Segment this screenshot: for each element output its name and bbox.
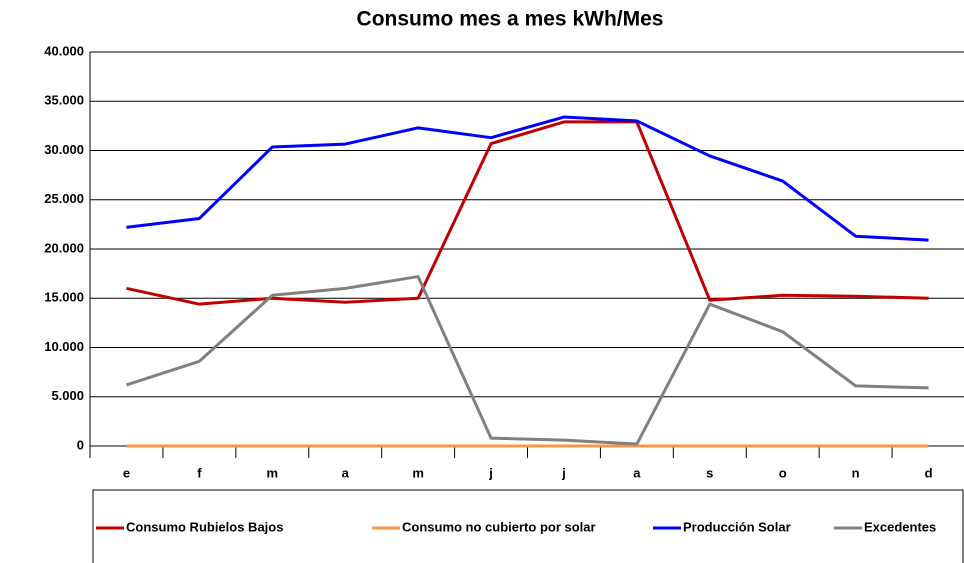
legend-label: Producción Solar	[683, 519, 791, 534]
y-tick-label: 30.000	[44, 142, 84, 157]
legend-label: Consumo no cubierto por solar	[402, 519, 596, 534]
x-tick-label: a	[342, 465, 350, 480]
series-line	[125, 275, 929, 446]
x-tick-label: m	[267, 465, 279, 480]
x-tick-label: s	[706, 465, 713, 480]
x-tick-label: m	[412, 465, 424, 480]
chart-title: Consumo mes a mes kWh/Mes	[357, 8, 664, 31]
x-tick-label: a	[633, 465, 641, 480]
y-tick-label: 10.000	[44, 339, 84, 354]
x-tick-label: j	[561, 465, 566, 480]
legend-label: Consumo Rubielos Bajos	[126, 519, 283, 534]
x-tick-label: f	[197, 465, 202, 480]
y-tick-label: 35.000	[44, 93, 84, 108]
x-tick-label: o	[779, 465, 787, 480]
x-tick-label: n	[852, 465, 860, 480]
y-tick-label: 15.000	[44, 290, 84, 305]
y-tick-label: 40.000	[44, 43, 84, 58]
series-line	[126, 115, 929, 242]
series-line	[126, 120, 929, 306]
y-tick-label: 0	[77, 437, 84, 452]
y-tick-label: 5.000	[51, 388, 84, 403]
x-tick-label: e	[123, 465, 130, 480]
legend-label: Excedentes	[864, 519, 936, 534]
x-tick-label: j	[488, 465, 493, 480]
y-tick-label: 20.000	[44, 240, 84, 255]
y-tick-label: 25.000	[44, 191, 84, 206]
x-tick-label: d	[925, 465, 933, 480]
legend-box	[92, 489, 964, 563]
